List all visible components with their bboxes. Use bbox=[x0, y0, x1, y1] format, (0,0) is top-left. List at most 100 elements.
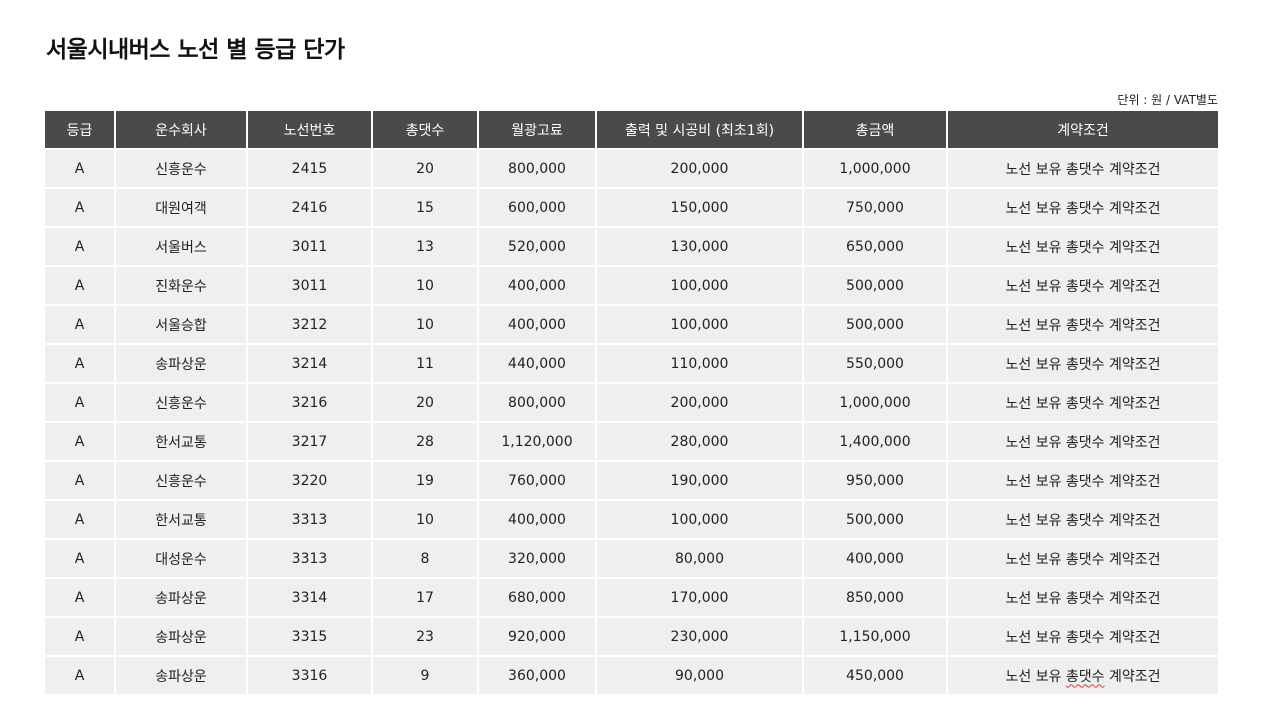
table-row: A 한서교통 3217 28 1,120,000 280,000 1,400,000 노선 보… bbox=[45, 421, 1218, 460]
contract-terms-word: 보유 bbox=[1035, 668, 1062, 685]
cell-company: 신흥운수 bbox=[116, 460, 248, 499]
header-print-install-cost: 출력 및 시공비 (최초1회) bbox=[597, 111, 804, 148]
cell-grade: A bbox=[45, 343, 116, 382]
cell-monthly-ad-fee: 600,000 bbox=[479, 187, 597, 226]
table-row: A 송파상운 3315 23 920,000 230,000 1,150,000 노선 보유 … bbox=[45, 616, 1218, 655]
table-row: A 서울승합 3212 10 400,000 100,000 500,000 노선 보유 총댓… bbox=[45, 304, 1218, 343]
cell-company: 서울승합 bbox=[116, 304, 248, 343]
table-row: A 한서교통 3313 10 400,000 100,000 500,000 노선 보유 총댓… bbox=[45, 499, 1218, 538]
cell-route-number: 3216 bbox=[248, 382, 373, 421]
cell-contract-terms: 노선 보유 총댓수 계약조건 bbox=[948, 304, 1218, 343]
cell-contract-terms: 노선 보유 총댓수 계약조건 bbox=[948, 382, 1218, 421]
cell-print-install-cost: 100,000 bbox=[597, 304, 804, 343]
table-row: A 대성운수 3313 8 320,000 80,000 400,000 노선 보유 총댓수 … bbox=[45, 538, 1218, 577]
cell-company: 송파상운 bbox=[116, 343, 248, 382]
cell-total-amount: 950,000 bbox=[804, 460, 948, 499]
header-route-number: 노선번호 bbox=[248, 111, 373, 148]
cell-total-amount: 500,000 bbox=[804, 265, 948, 304]
cell-total-amount: 1,400,000 bbox=[804, 421, 948, 460]
cell-route-number: 3217 bbox=[248, 421, 373, 460]
cell-monthly-ad-fee: 1,120,000 bbox=[479, 421, 597, 460]
cell-contract-terms: 노선 보유 총댓수 계약조건 bbox=[948, 148, 1218, 187]
cell-route-number: 2415 bbox=[248, 148, 373, 187]
table-row: A 신흥운수 3220 19 760,000 190,000 950,000 노선 보유 총댓… bbox=[45, 460, 1218, 499]
table-row: A 서울버스 3011 13 520,000 130,000 650,000 노선 보유 총댓… bbox=[45, 226, 1218, 265]
cell-print-install-cost: 100,000 bbox=[597, 499, 804, 538]
cell-total-buses: 28 bbox=[373, 421, 479, 460]
cell-total-amount: 500,000 bbox=[804, 499, 948, 538]
cell-route-number: 3313 bbox=[248, 538, 373, 577]
header-total-amount: 총금액 bbox=[804, 111, 948, 148]
contract-terms-word: 총댓수 bbox=[1065, 668, 1105, 685]
cell-total-buses: 13 bbox=[373, 226, 479, 265]
cell-grade: A bbox=[45, 226, 116, 265]
cell-contract-terms: 노선 보유 총댓수 계약조건 bbox=[948, 655, 1218, 694]
cell-grade: A bbox=[45, 421, 116, 460]
cell-print-install-cost: 170,000 bbox=[597, 577, 804, 616]
cell-total-buses: 8 bbox=[373, 538, 479, 577]
cell-total-buses: 15 bbox=[373, 187, 479, 226]
cell-route-number: 3212 bbox=[248, 304, 373, 343]
cell-company: 한서교통 bbox=[116, 499, 248, 538]
cell-company: 송파상운 bbox=[116, 616, 248, 655]
cell-contract-terms: 노선 보유 총댓수 계약조건 bbox=[948, 616, 1218, 655]
table-row: A 진화운수 3011 10 400,000 100,000 500,000 노선 보유 총댓… bbox=[45, 265, 1218, 304]
cell-total-buses: 10 bbox=[373, 499, 479, 538]
header-contract-terms: 계약조건 bbox=[948, 111, 1218, 148]
cell-print-install-cost: 100,000 bbox=[597, 265, 804, 304]
cell-contract-terms: 노선 보유 총댓수 계약조건 bbox=[948, 226, 1218, 265]
cell-route-number: 3315 bbox=[248, 616, 373, 655]
cell-print-install-cost: 230,000 bbox=[597, 616, 804, 655]
cell-grade: A bbox=[45, 187, 116, 226]
cell-total-buses: 11 bbox=[373, 343, 479, 382]
cell-company: 서울버스 bbox=[116, 226, 248, 265]
cell-total-amount: 450,000 bbox=[804, 655, 948, 694]
cell-route-number: 2416 bbox=[248, 187, 373, 226]
cell-total-buses: 23 bbox=[373, 616, 479, 655]
cell-grade: A bbox=[45, 577, 116, 616]
unit-note: 단위 : 원 / VAT별도 bbox=[1117, 93, 1218, 107]
cell-grade: A bbox=[45, 655, 116, 694]
cell-route-number: 3011 bbox=[248, 226, 373, 265]
cell-route-number: 3214 bbox=[248, 343, 373, 382]
cell-contract-terms: 노선 보유 총댓수 계약조건 bbox=[948, 577, 1218, 616]
cell-print-install-cost: 90,000 bbox=[597, 655, 804, 694]
page-title: 서울시내버스 노선 별 등급 단가 bbox=[46, 37, 345, 63]
table-row: A 송파상운 3214 11 440,000 110,000 550,000 노선 보유 총댓… bbox=[45, 343, 1218, 382]
cell-print-install-cost: 130,000 bbox=[597, 226, 804, 265]
cell-monthly-ad-fee: 520,000 bbox=[479, 226, 597, 265]
cell-total-buses: 10 bbox=[373, 265, 479, 304]
cell-company: 진화운수 bbox=[116, 265, 248, 304]
cell-print-install-cost: 200,000 bbox=[597, 148, 804, 187]
cell-print-install-cost: 280,000 bbox=[597, 421, 804, 460]
cell-company: 대성운수 bbox=[116, 538, 248, 577]
cell-print-install-cost: 110,000 bbox=[597, 343, 804, 382]
cell-total-buses: 9 bbox=[373, 655, 479, 694]
table-row: A 송파상운 3314 17 680,000 170,000 850,000 노선 보유 총댓… bbox=[45, 577, 1218, 616]
cell-route-number: 3220 bbox=[248, 460, 373, 499]
cell-grade: A bbox=[45, 616, 116, 655]
cell-route-number: 3313 bbox=[248, 499, 373, 538]
cell-total-amount: 1,150,000 bbox=[804, 616, 948, 655]
cell-grade: A bbox=[45, 382, 116, 421]
table-row: A 대원여객 2416 15 600,000 150,000 750,000 노선 보유 총댓… bbox=[45, 187, 1218, 226]
cell-grade: A bbox=[45, 265, 116, 304]
cell-monthly-ad-fee: 680,000 bbox=[479, 577, 597, 616]
cell-route-number: 3316 bbox=[248, 655, 373, 694]
header-company: 운수회사 bbox=[116, 111, 248, 148]
cell-contract-terms: 노선 보유 총댓수 계약조건 bbox=[948, 421, 1218, 460]
cell-total-amount: 1,000,000 bbox=[804, 148, 948, 187]
cell-total-buses: 20 bbox=[373, 148, 479, 187]
cell-total-buses: 10 bbox=[373, 304, 479, 343]
cell-print-install-cost: 150,000 bbox=[597, 187, 804, 226]
cell-route-number: 3011 bbox=[248, 265, 373, 304]
cell-total-amount: 750,000 bbox=[804, 187, 948, 226]
table-body: A 신흥운수 2415 20 800,000 200,000 1,000,000 노선 보유 … bbox=[45, 148, 1218, 694]
cell-contract-terms: 노선 보유 총댓수 계약조건 bbox=[948, 538, 1218, 577]
cell-grade: A bbox=[45, 460, 116, 499]
cell-total-amount: 650,000 bbox=[804, 226, 948, 265]
table-row: A 송파상운 3316 9 360,000 90,000 450,000 노선 보유 총댓수 … bbox=[45, 655, 1218, 694]
cell-grade: A bbox=[45, 148, 116, 187]
cell-total-amount: 550,000 bbox=[804, 343, 948, 382]
cell-monthly-ad-fee: 440,000 bbox=[479, 343, 597, 382]
